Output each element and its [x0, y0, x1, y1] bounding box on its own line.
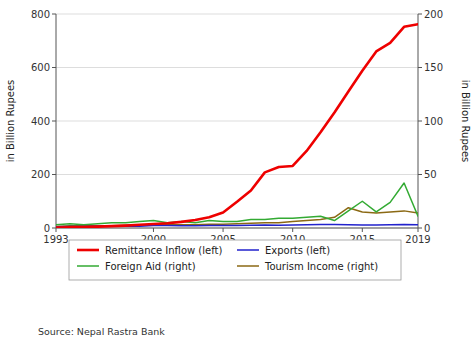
y-tick-label: 600	[31, 62, 50, 73]
series-line	[56, 208, 418, 227]
grid-line	[56, 121, 418, 122]
legend-swatch	[77, 265, 99, 267]
y2-tick-label: 0	[424, 223, 430, 234]
legend-label: Tourism Income (right)	[264, 261, 378, 272]
legend-swatch	[237, 265, 259, 267]
y-tick-label: 0	[44, 223, 50, 234]
plot-area	[56, 24, 418, 227]
y-axis-label: in Billion Rupees	[5, 80, 16, 163]
x-tick	[292, 228, 293, 232]
x-tick	[362, 228, 363, 232]
y2-tick	[418, 67, 422, 68]
source-text: Source: Nepal Rastra Bank	[38, 326, 165, 337]
x-tick	[56, 228, 57, 232]
legend-box	[69, 240, 401, 280]
y-tick	[52, 121, 56, 122]
series-line	[56, 24, 418, 227]
y2-tick-label: 150	[424, 62, 443, 73]
grid-line	[56, 228, 418, 229]
y2-axis-label: in Billion Rupees	[460, 80, 471, 163]
y-tick-label: 200	[31, 169, 50, 180]
legend-label: Remittance Inflow (left)	[105, 245, 222, 256]
x-tick	[418, 228, 419, 232]
y-axis	[56, 14, 57, 228]
y2-tick-label: 100	[424, 116, 443, 127]
x-tick-label: 1993	[43, 234, 68, 245]
y-tick	[52, 67, 56, 68]
y-tick	[52, 174, 56, 175]
legend-swatch	[237, 249, 259, 251]
grid-line	[56, 14, 418, 15]
series-line	[56, 183, 418, 225]
chart: 0200400600800050100150200199320002005201…	[0, 0, 474, 345]
y2-axis	[418, 14, 419, 228]
y-tick	[52, 228, 56, 229]
x-axis	[56, 228, 418, 229]
y2-tick-label: 50	[424, 169, 437, 180]
x-tick	[223, 228, 224, 232]
y2-tick-label: 200	[424, 9, 443, 20]
y-tick	[52, 14, 56, 15]
y-tick-label: 800	[31, 9, 50, 20]
x-tick	[153, 228, 154, 232]
y2-tick	[418, 228, 422, 229]
legend-label: Foreign Aid (right)	[105, 261, 196, 272]
grid-line	[56, 174, 418, 175]
y-tick-label: 400	[31, 116, 50, 127]
y2-tick	[418, 121, 422, 122]
x-tick-label: 2019	[405, 234, 430, 245]
legend-label: Exports (left)	[265, 245, 330, 256]
y2-tick	[418, 174, 422, 175]
legend-swatch	[77, 249, 99, 252]
y2-tick	[418, 14, 422, 15]
